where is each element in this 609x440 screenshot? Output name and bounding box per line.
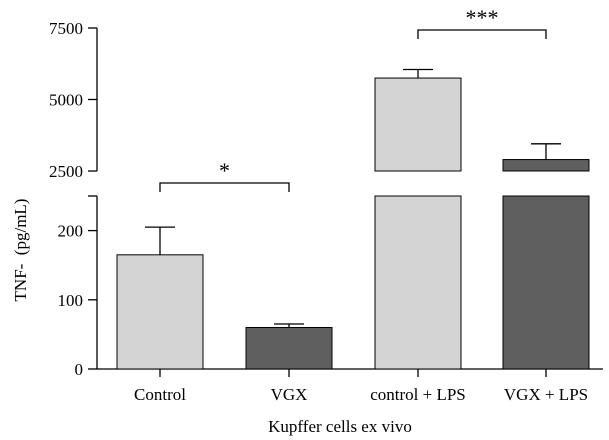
y-tick-label-upper-0: 2500 xyxy=(49,162,83,181)
y-tick-label-lower-1: 100 xyxy=(58,291,84,310)
y-tick-label-lower-2: 200 xyxy=(58,222,84,241)
bar-2-upper xyxy=(374,77,462,172)
y-tick-label-lower-0: 0 xyxy=(75,360,84,379)
x-tick-label-2: control + LPS xyxy=(370,385,466,404)
significance-bracket-0 xyxy=(159,182,290,192)
chart-annotations: **** xyxy=(159,5,547,192)
bar-2-lower xyxy=(374,195,462,370)
significance-bracket-1 xyxy=(417,29,547,39)
chart-bars xyxy=(116,77,590,370)
x-axis-label: Kupffer cells ex vivo xyxy=(268,417,412,436)
y-tick-label-upper-2: 7500 xyxy=(49,19,83,38)
significance-label-0: * xyxy=(219,158,230,183)
x-tick-label-0: Control xyxy=(134,385,186,404)
chart-axes: 2500 5000 7500 0 100 200 Control VGX control + L… xyxy=(49,19,603,404)
y-axis-label: TNF- (pg/mL) xyxy=(11,199,30,302)
x-tick-label-1: VGX xyxy=(271,385,308,404)
y-tick-label-upper-1: 5000 xyxy=(49,91,83,110)
bar-1 xyxy=(245,326,333,370)
bar-0 xyxy=(116,254,204,370)
bar-3-upper xyxy=(502,159,590,172)
x-tick-label-3: VGX + LPS xyxy=(504,385,588,404)
significance-label-1: *** xyxy=(466,5,499,30)
chart-error-bars xyxy=(145,68,561,328)
bar-3-lower xyxy=(502,195,590,370)
